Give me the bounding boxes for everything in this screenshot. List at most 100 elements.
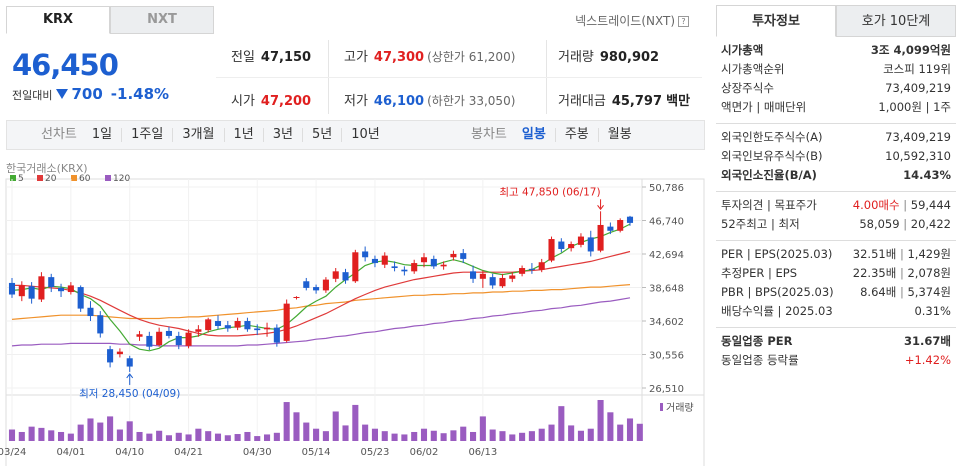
info-row: 시가총액 3조 4,099억원 [721,41,951,60]
candle-body [87,307,94,317]
period-10y[interactable]: 10년 [351,127,380,142]
legend-label: 60 [79,174,91,184]
min-label: 최저 28,450 (04/09) [79,388,180,400]
low-price: 저가 46,100 (하한가 33,050) [344,90,515,109]
volume-bar [509,434,516,441]
volume-bar [283,402,290,441]
market-tabs: KRX NXT [6,6,214,34]
candle-body [519,268,526,274]
volume-bar [58,431,65,441]
candle-chart-label[interactable]: 봉차트 [471,127,507,142]
volume-bar [165,435,172,441]
candle-body [28,286,35,299]
info-value: 1,000원 | 1주 [878,100,951,114]
x-tick-label: 03/24 [0,447,26,458]
nxt-link-label[interactable]: 넥스트레이드(NXT) [575,14,675,28]
ma120-line [11,297,631,347]
volume-bar [617,424,624,441]
line-chart-label[interactable]: 선차트 [41,127,77,142]
down-arrow-icon [56,89,69,99]
info-value: 22.35배 [852,266,897,280]
volume-bar [77,424,84,441]
info-row: 외국인소진율(B/A) 14.43% [721,166,951,185]
candle-body [214,321,222,326]
info-section: PER | EPS(2025.03) 32.51배 | 1,429원 추정PER |… [716,241,956,328]
period-3m[interactable]: 3개월 [173,128,225,142]
chart-frame [5,178,705,466]
investment-info-panel: 투자정보 호가 10단계 시가총액 3조 4,099억원 시가총액순위 코스피 119… [716,5,956,466]
info-value: 8.64배 [860,285,897,299]
period-3y[interactable]: 3년 [264,128,303,142]
info-value: 73,409,219 [885,81,951,95]
high-label: 고가 [344,50,368,65]
candlestick-chart[interactable]: 한국거래소(KRX)5 20 60 120 50,786 46,740 42,694 38,6… [0,155,705,466]
help-icon[interactable]: ? [678,16,689,27]
info-key: PBR | BPS(2025.03) [721,285,834,299]
info-value: 31.67배 [904,334,951,348]
info-row: 52주최고 | 최저 58,059 | 20,422 [721,215,951,234]
price-summary: 전일 47,150 고가 47,300 (상한가 61,200) 거래량 980,902… [216,40,702,114]
low-value: 46,100 [373,94,425,109]
candle-body [587,237,594,252]
x-tick-label: 05/14 [302,447,331,458]
volume-bar [597,400,604,441]
volume-bar [322,431,329,441]
volume-bar [499,431,506,441]
candle-periods: 봉차트 일봉 주봉 월봉 [462,128,641,142]
volume-bar [38,427,45,441]
period-1y[interactable]: 1년 [225,128,264,142]
period-1w[interactable]: 1주일 [122,128,174,142]
tab-orderbook[interactable]: 호가 10단계 [836,5,956,37]
candle-body [156,331,163,346]
legend-swatch [105,175,111,181]
candle-body [48,277,55,288]
volume-bar [273,432,280,441]
info-values: 4.00매수 | 59,444 [853,196,951,215]
period-5y[interactable]: 5년 [303,128,343,142]
candle-body [430,258,437,267]
volume-bar [519,432,526,441]
open-label: 시가 [231,94,255,109]
candle-body [489,277,496,286]
change-label: 전일대비 [12,89,53,102]
info-value: 73,409,219 [885,130,951,144]
candle-body [146,335,153,347]
candle-body [205,319,212,331]
volume: 거래량 980,902 [558,46,659,65]
tab-nxt[interactable]: NXT [110,6,214,34]
info-value: 14.43% [903,168,951,182]
tab-krx[interactable]: KRX [6,6,110,34]
trade-value-label: 거래대금 [558,94,606,109]
info-values: 32.51배 | 1,429원 [853,245,951,264]
info-key: 액면가 | 매매단위 [721,100,807,114]
candle-weekly[interactable]: 주봉 [556,128,599,142]
nxt-link[interactable]: 넥스트레이드(NXT)? [575,12,689,29]
volume-bar [420,428,428,441]
candle-monthly[interactable]: 월봉 [607,127,632,142]
volume-bar [87,418,94,441]
info-key: 외국인한도주식수(A) [721,130,823,144]
info-row: 투자의견 | 목표주가 4.00매수 | 59,444 [721,196,951,215]
info-section: 시가총액 3조 4,099억원 시가총액순위 코스피 119위 상장주식수 73,409,… [716,37,956,124]
candle-body [342,272,349,281]
candle-body [283,303,290,341]
period-1d[interactable]: 1일 [83,128,123,142]
volume-label: 거래량 [558,50,594,65]
divider [216,77,702,78]
info-key: 동일업종 등락률 [721,353,799,367]
candle-body [470,271,477,279]
info-value: +1.42% [904,353,951,367]
volume-bar [626,418,634,441]
info-key: 추정PER | EPS [721,266,798,280]
volume-bar [293,412,300,441]
tab-investment-info[interactable]: 투자정보 [716,5,836,37]
candle-body [617,220,624,231]
candle-body [165,330,172,336]
info-key: 외국인소진율(B/A) [721,168,817,182]
trade-value: 거래대금 45,797 백만 [558,90,690,109]
candle-daily[interactable]: 일봉 [513,128,556,142]
info-value: 3조 4,099억원 [870,43,951,57]
info-row: 동일업종 PER 31.67배 [721,332,951,351]
prev-close-value: 47,150 [260,50,312,65]
volume-bar [107,416,114,441]
